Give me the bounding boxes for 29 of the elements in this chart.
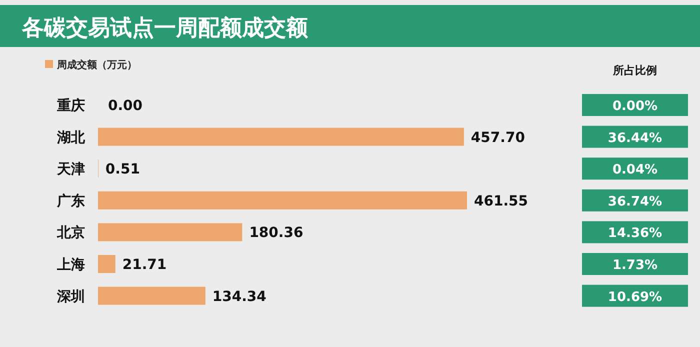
data-label: 461.55 bbox=[474, 193, 528, 210]
data-label: 134.34 bbox=[212, 288, 267, 305]
data-label: 0.51 bbox=[105, 162, 140, 178]
text: 0.04% bbox=[612, 162, 658, 178]
data-label: 180.36 bbox=[249, 225, 304, 242]
data-label: 21.71 bbox=[122, 257, 167, 273]
bar bbox=[98, 286, 206, 305]
bar bbox=[98, 191, 467, 210]
y-tick-label: 深圳 bbox=[56, 288, 85, 305]
y-tick-label: 天津 bbox=[56, 162, 85, 178]
legend-label: 周成交额（万元） bbox=[56, 59, 137, 71]
data-label: 457.70 bbox=[470, 130, 526, 146]
y-tick-label: 广东 bbox=[56, 192, 85, 210]
text: 1.73% bbox=[612, 258, 658, 273]
y-tick-label: 北京 bbox=[56, 224, 85, 242]
text: 36.44% bbox=[608, 130, 662, 146]
text: 14.36% bbox=[608, 226, 662, 242]
y-tick-label: 重庆 bbox=[56, 97, 85, 114]
bar bbox=[98, 255, 116, 273]
text: 0.00% bbox=[612, 99, 658, 114]
bar bbox=[98, 223, 242, 242]
y-tick-label: 湖北 bbox=[56, 130, 86, 146]
text: 10.69% bbox=[608, 290, 662, 305]
chart-title: 各碳交易试点一周配额成交额 bbox=[21, 15, 309, 41]
data-label: 0.00 bbox=[108, 98, 143, 114]
text: 所占比例 bbox=[612, 64, 657, 77]
bar bbox=[98, 128, 464, 146]
text: 36.74% bbox=[608, 194, 662, 210]
y-tick-label: 上海 bbox=[56, 257, 85, 273]
